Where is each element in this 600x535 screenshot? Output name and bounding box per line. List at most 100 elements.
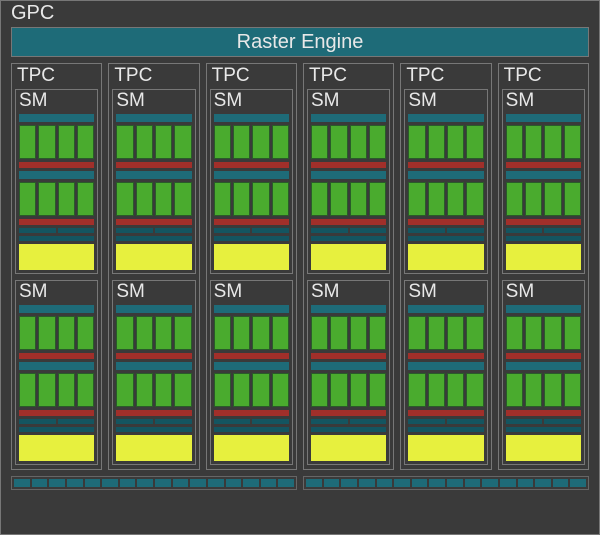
sm-bar xyxy=(311,171,386,179)
core xyxy=(544,182,561,216)
core xyxy=(408,125,425,159)
sm-bar xyxy=(311,353,386,359)
core xyxy=(58,125,75,159)
tpc-block: TPCSMSM xyxy=(498,63,589,470)
bottom-cell xyxy=(85,479,101,487)
sm-block: SM xyxy=(210,280,293,465)
sm-yellow xyxy=(116,435,191,461)
sm-cores-row xyxy=(214,373,289,407)
sm-bar xyxy=(19,362,94,370)
core xyxy=(350,125,367,159)
sm-label: SM xyxy=(116,90,191,114)
gpc-label: GPC xyxy=(11,1,589,27)
sm-cores-row xyxy=(408,316,483,350)
sm-yellow xyxy=(311,435,386,461)
bottom-cell xyxy=(67,479,83,487)
sm-cores-row xyxy=(19,182,94,216)
core xyxy=(525,316,542,350)
core xyxy=(136,125,153,159)
sm-bar xyxy=(116,305,191,313)
core xyxy=(272,182,289,216)
sm-yellow xyxy=(214,244,289,270)
core xyxy=(174,125,191,159)
core xyxy=(447,182,464,216)
core xyxy=(214,373,231,407)
core xyxy=(447,316,464,350)
sm-label: SM xyxy=(116,281,191,305)
core xyxy=(77,182,94,216)
core xyxy=(564,125,581,159)
sm-bar xyxy=(116,353,191,359)
sm-bar xyxy=(214,305,289,313)
sm-bar xyxy=(19,162,94,168)
core xyxy=(252,316,269,350)
sm-bar xyxy=(19,410,94,416)
sm-bar xyxy=(408,305,483,313)
sm-cores-row xyxy=(116,125,191,159)
sm-cores-row xyxy=(506,316,581,350)
sm-cores-row xyxy=(19,125,94,159)
core xyxy=(525,182,542,216)
sm-bar xyxy=(214,219,289,225)
sm-bar xyxy=(311,362,386,370)
tpc-block: TPCSMSM xyxy=(11,63,102,470)
sm-cores-row xyxy=(311,182,386,216)
core xyxy=(38,316,55,350)
sm-bar xyxy=(311,410,386,416)
sm-bar xyxy=(408,410,483,416)
core xyxy=(272,125,289,159)
sm-body xyxy=(116,114,191,270)
core xyxy=(330,125,347,159)
core xyxy=(116,182,133,216)
sm-block: SM xyxy=(404,89,487,274)
sm-block: SM xyxy=(210,89,293,274)
core xyxy=(428,373,445,407)
sm-body xyxy=(214,305,289,461)
bottom-cell xyxy=(412,479,428,487)
sm-bar xyxy=(214,353,289,359)
bottom-cell xyxy=(482,479,498,487)
sm-bar xyxy=(19,305,94,313)
core xyxy=(506,125,523,159)
sm-label: SM xyxy=(311,281,386,305)
bottom-cell xyxy=(447,479,463,487)
bottom-group xyxy=(303,476,589,490)
sm-thin-pair xyxy=(116,419,191,424)
core xyxy=(544,316,561,350)
sm-bar xyxy=(408,427,483,432)
raster-engine: Raster Engine xyxy=(11,27,589,57)
sm-bar xyxy=(19,219,94,225)
sm-cores-row xyxy=(19,316,94,350)
sm-yellow xyxy=(506,244,581,270)
sm-cores-row xyxy=(116,182,191,216)
core xyxy=(350,182,367,216)
core xyxy=(233,373,250,407)
sm-cores-row xyxy=(311,373,386,407)
core xyxy=(428,125,445,159)
bottom-group xyxy=(11,476,297,490)
core xyxy=(311,316,328,350)
core xyxy=(19,125,36,159)
bottom-cell xyxy=(102,479,118,487)
core xyxy=(525,373,542,407)
bottom-cell xyxy=(226,479,242,487)
sm-bar xyxy=(408,353,483,359)
sm-label: SM xyxy=(311,90,386,114)
core xyxy=(311,373,328,407)
sm-cores-row xyxy=(408,125,483,159)
core xyxy=(174,316,191,350)
sm-bar xyxy=(408,114,483,122)
sm-yellow xyxy=(116,244,191,270)
sm-bar xyxy=(214,236,289,241)
core xyxy=(311,182,328,216)
bottom-cell xyxy=(261,479,277,487)
bottom-cell xyxy=(137,479,153,487)
core xyxy=(174,373,191,407)
sm-bar xyxy=(506,114,581,122)
sm-bar xyxy=(116,236,191,241)
core xyxy=(19,373,36,407)
core xyxy=(369,373,386,407)
sm-bar xyxy=(506,171,581,179)
sm-cores-row xyxy=(19,373,94,407)
bottom-row xyxy=(11,476,589,490)
